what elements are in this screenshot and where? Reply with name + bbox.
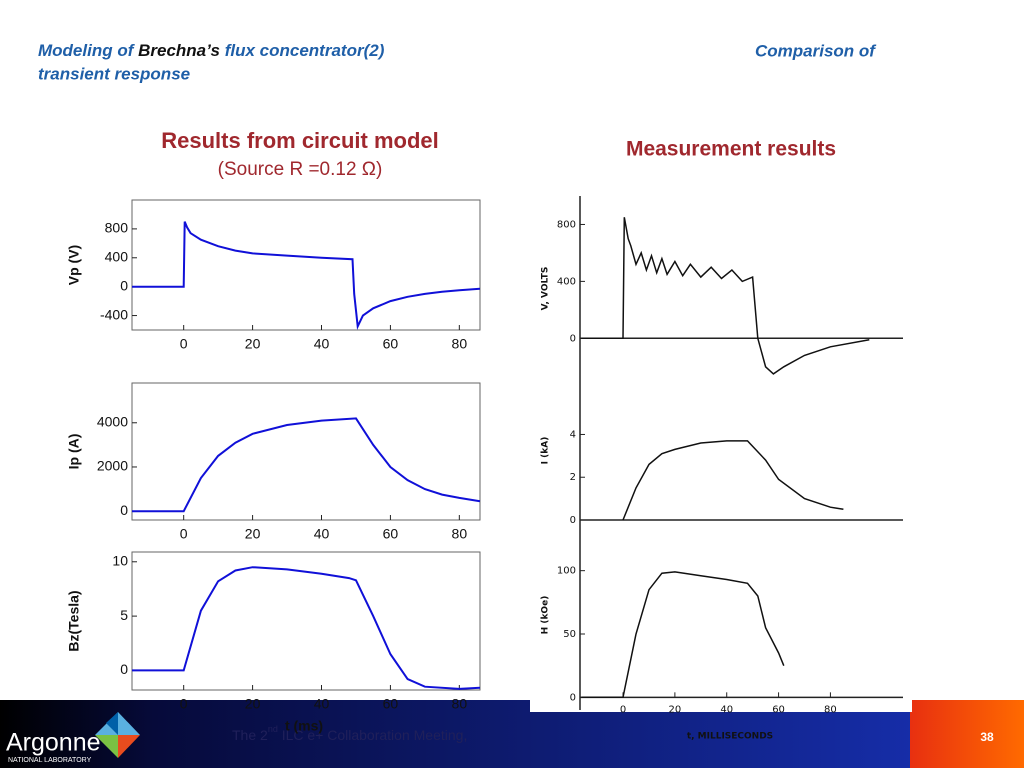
left-subheading: (Source R =0.12 Ω) — [218, 159, 383, 180]
x-axis-label: t (ms) — [285, 718, 323, 734]
x-tick-label: 40 — [314, 526, 330, 542]
left-heading: Results from circuit model — [161, 128, 439, 153]
y-axis-label: V, VOLTS — [541, 267, 551, 311]
y-tick-label: -400 — [100, 306, 128, 322]
title: Modeling of Brechna’s flux concentrator(… — [38, 41, 385, 60]
data-line — [132, 417, 481, 513]
x-axis-label: t, MILLISECONDS — [687, 732, 773, 742]
title-line2: transient response — [38, 64, 190, 83]
y-tick-label: 0 — [120, 661, 128, 677]
footer-accent — [910, 700, 1024, 768]
y-tick-label: 10 — [112, 552, 128, 568]
plot-frame — [131, 199, 481, 331]
y-tick-label: 400 — [557, 276, 576, 287]
y-tick-label: 2000 — [97, 458, 128, 474]
right-heading: Measurement results — [626, 138, 836, 161]
data-line — [132, 566, 481, 690]
x-tick-label: 60 — [383, 526, 399, 542]
y-tick-label: 400 — [105, 248, 129, 264]
x-tick-label: 80 — [452, 696, 468, 712]
measurement-image — [530, 190, 912, 712]
x-tick-label: 20 — [245, 526, 261, 542]
title-right: Comparison of — [755, 41, 877, 60]
y-axis-label: H (kOe) — [541, 596, 551, 635]
y-tick-label: 800 — [557, 219, 576, 230]
y-tick-label: 0 — [120, 502, 128, 518]
x-tick-label: 0 — [180, 696, 188, 712]
plot-frame — [131, 551, 481, 691]
y-tick-label: 5 — [120, 607, 128, 623]
data-line — [581, 217, 870, 375]
x-tick-label: 60 — [383, 336, 399, 352]
data-line — [622, 440, 844, 521]
y-tick-label: 0 — [120, 277, 128, 293]
meeting: The 2nd ILC e+ Collaboration Meeting, — [232, 724, 467, 742]
x-tick-label: 40 — [314, 696, 330, 712]
y-axis-label: Ip (A) — [66, 434, 82, 470]
x-tick-label: 40 — [314, 336, 330, 352]
y-tick-label: 0 — [570, 333, 576, 344]
y-tick-label: 4000 — [97, 413, 128, 429]
data-line — [132, 221, 481, 330]
page-number: 38 — [980, 730, 994, 744]
x-tick-label: 0 — [180, 526, 188, 542]
plot-frame — [131, 382, 481, 521]
y-tick-label: 800 — [105, 220, 129, 236]
y-tick-label: 4 — [570, 429, 576, 440]
x-tick-label: 80 — [824, 704, 837, 715]
x-tick-label: 80 — [452, 526, 468, 542]
org-sub: NATIONAL LABORATORY — [8, 757, 92, 764]
y-tick-label: 0 — [570, 515, 576, 526]
org: Argonne — [6, 729, 101, 757]
x-tick-label: 60 — [383, 696, 399, 712]
x-tick-label: 20 — [245, 696, 261, 712]
y-axis-label: I (kA) — [541, 437, 551, 465]
y-tick-label: 100 — [557, 566, 576, 577]
data-line — [581, 571, 785, 699]
x-tick-label: 20 — [245, 336, 261, 352]
y-axis-label: Bz(Tesla) — [66, 590, 82, 651]
x-tick-label: 0 — [620, 704, 626, 715]
y-axis-label: Vp (V) — [66, 245, 82, 285]
y-tick-label: 2 — [570, 472, 576, 483]
logo — [95, 712, 140, 758]
x-tick-label: 60 — [772, 704, 785, 715]
y-tick-label: 0 — [570, 692, 576, 703]
y-tick-label: 50 — [563, 629, 576, 640]
x-tick-label: 20 — [669, 704, 682, 715]
x-tick-label: 0 — [180, 336, 188, 352]
x-tick-label: 80 — [452, 336, 468, 352]
x-tick-label: 40 — [720, 704, 733, 715]
